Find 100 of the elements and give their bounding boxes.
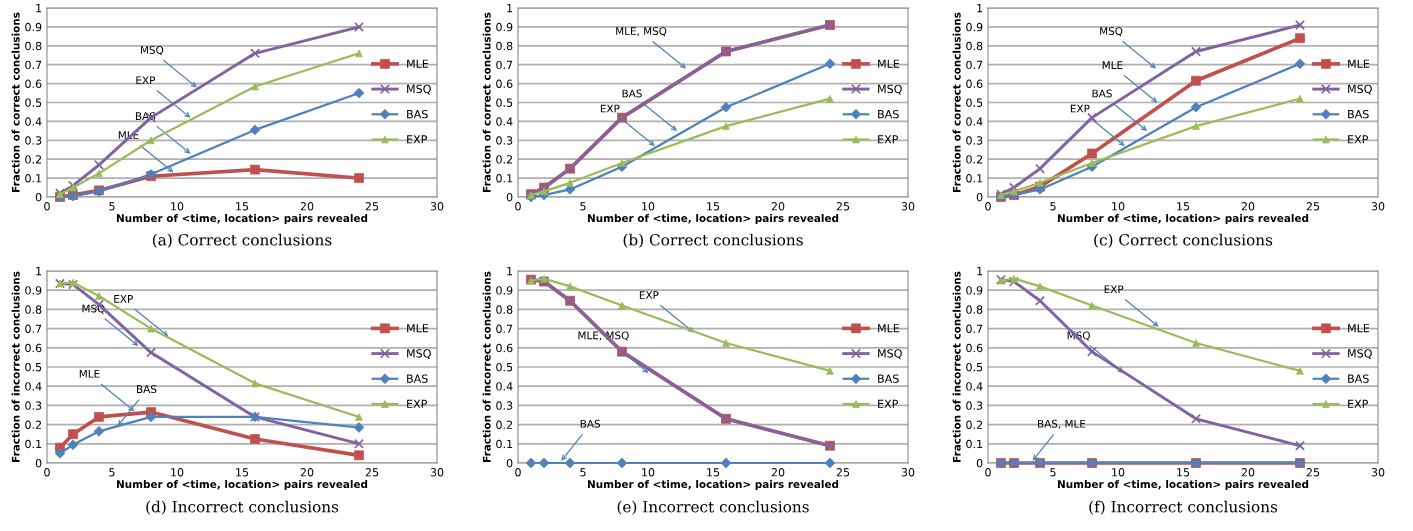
legend-label: MLE <box>878 59 900 68</box>
text: (d) Incorrect conclusions <box>146 500 339 515</box>
legend-label: MLE <box>1348 324 1370 333</box>
x-tick-label: 20 <box>300 202 314 211</box>
x-axis-title: Number of <time, location> pairs revealed <box>116 480 368 491</box>
x-tick-label: 20 <box>771 202 785 211</box>
x-tick-label: 5 <box>1050 468 1056 477</box>
legend-label: MSQ <box>1348 84 1372 95</box>
text: (f) Incorrect conclusions <box>1089 500 1278 515</box>
y-tick-label: 0.1 <box>966 174 983 183</box>
x-tick-label: 5 <box>580 468 586 477</box>
x-tick-label: 30 <box>430 468 444 477</box>
y-tick-label: 0.2 <box>966 155 983 164</box>
y-tick-label: 0.5 <box>966 362 983 372</box>
y-axis-title: Fraction of incorrect conclusions <box>482 271 491 462</box>
y-tick-label: 0.5 <box>496 362 513 372</box>
y-tick-label: 0.7 <box>496 324 513 333</box>
annotation: BAS <box>622 89 642 98</box>
y-tick-label: 0.2 <box>496 155 513 164</box>
y-axis-title: Fraction of correct conclusions <box>952 12 961 192</box>
text: (b) Correct conclusions <box>623 233 803 248</box>
x-tick-label: 0 <box>44 202 50 211</box>
y-tick-label: 0.8 <box>25 305 42 314</box>
x-tick-label: 5 <box>109 202 115 211</box>
y-tick-label: 0.6 <box>966 79 983 88</box>
x-tick-label: 15 <box>1177 202 1190 211</box>
y-tick-label: 0.1 <box>496 174 513 183</box>
y-tick-label: 0.2 <box>966 420 983 429</box>
y-tick-label: 0.6 <box>966 343 983 353</box>
y-tick-label: 0.7 <box>966 60 983 70</box>
legend-label: BAS <box>407 374 428 383</box>
x-tick-label: 25 <box>1306 202 1320 211</box>
x-tick-label: 5 <box>109 468 115 477</box>
legend-label: EXP <box>1348 399 1369 408</box>
y-tick-label: 0.5 <box>496 98 513 107</box>
y-tick-label: 0.1 <box>25 174 42 183</box>
x-tick-label: 15 <box>1177 468 1190 477</box>
x-tick-label: 10 <box>1112 202 1125 211</box>
y-tick-label: 0.2 <box>25 155 42 164</box>
y-axis-title: Fraction of incorrect conclusions <box>11 271 20 462</box>
y-tick-label: 0.9 <box>966 22 983 32</box>
annotation: MLE <box>1102 61 1123 69</box>
y-tick-label: 0.3 <box>966 401 983 410</box>
x-axis-title: Number of <time, location> pairs revealed <box>1057 214 1309 225</box>
y-tick-label: 0.1 <box>496 439 513 449</box>
y-tick-label: 1 <box>507 4 513 13</box>
legend-label: EXP <box>1348 135 1369 144</box>
x-tick-label: 0 <box>985 468 991 477</box>
y-tick-label: 0.9 <box>966 286 983 295</box>
y-tick-label: 0.8 <box>966 305 983 314</box>
legend-label: EXP <box>878 399 899 408</box>
legend-label: MLE <box>1348 59 1370 68</box>
x-tick-label: 25 <box>365 202 379 211</box>
legend-label: MLE <box>407 59 429 68</box>
y-tick-label: 0.6 <box>25 79 42 88</box>
y-tick-label: 0.8 <box>496 41 513 51</box>
x-tick-label: 10 <box>171 202 184 211</box>
legend-label: MLE <box>407 324 429 333</box>
y-tick-label: 0 <box>506 458 513 468</box>
x-axis-title: Number of <time, location> pairs revealed <box>1057 480 1309 491</box>
y-tick-label: 0.5 <box>25 98 42 107</box>
y-tick-label: 0 <box>506 192 513 202</box>
y-tick-label: 1 <box>36 4 42 13</box>
y-tick-label: 0 <box>976 192 983 202</box>
legend-label: BAS <box>1348 374 1369 383</box>
y-tick-label: 0.3 <box>25 136 42 145</box>
x-tick-label: 30 <box>901 468 915 477</box>
legend-label: BAS <box>878 374 899 383</box>
y-tick-label: 0.4 <box>966 382 983 391</box>
x-tick-label: 20 <box>300 468 314 477</box>
y-tick-label: 0.5 <box>966 98 983 107</box>
x-tick-label: 0 <box>985 202 991 211</box>
x-tick-label: 10 <box>642 468 655 477</box>
annotation: MLE, MSQ <box>616 27 667 37</box>
x-tick-label: 10 <box>1112 468 1125 477</box>
legend-label: BAS <box>1348 109 1369 119</box>
y-tick-label: 0.8 <box>496 305 513 314</box>
x-tick-label: 15 <box>707 202 720 211</box>
x-tick-label: 0 <box>44 468 50 477</box>
y-tick-label: 0.9 <box>25 286 42 295</box>
annotation: EXP <box>114 295 133 303</box>
x-tick-label: 25 <box>365 468 379 477</box>
x-axis-title: Number of <time, location> pairs revealed <box>116 214 368 225</box>
y-tick-label: 0.4 <box>25 117 42 126</box>
x-tick-label: 30 <box>1371 202 1385 211</box>
x-tick-label: 30 <box>430 202 444 211</box>
y-tick-label: 0.7 <box>966 324 983 333</box>
legend-label: EXP <box>407 399 428 408</box>
y-tick-label: 0.4 <box>25 382 42 391</box>
legend-label: BAS <box>878 109 899 119</box>
legend-label: MLE <box>878 324 900 333</box>
legend-label: MSQ <box>407 84 431 95</box>
y-tick-label: 0.3 <box>966 136 983 145</box>
annotation: MLE <box>79 369 100 378</box>
legend-label: EXP <box>407 135 428 144</box>
annotation: BAS <box>580 419 601 428</box>
x-tick-label: 15 <box>707 468 720 477</box>
annotation: EXP <box>600 104 620 113</box>
text: (e) Incorrect conclusions <box>617 500 809 515</box>
y-tick-label: 0 <box>35 458 42 468</box>
